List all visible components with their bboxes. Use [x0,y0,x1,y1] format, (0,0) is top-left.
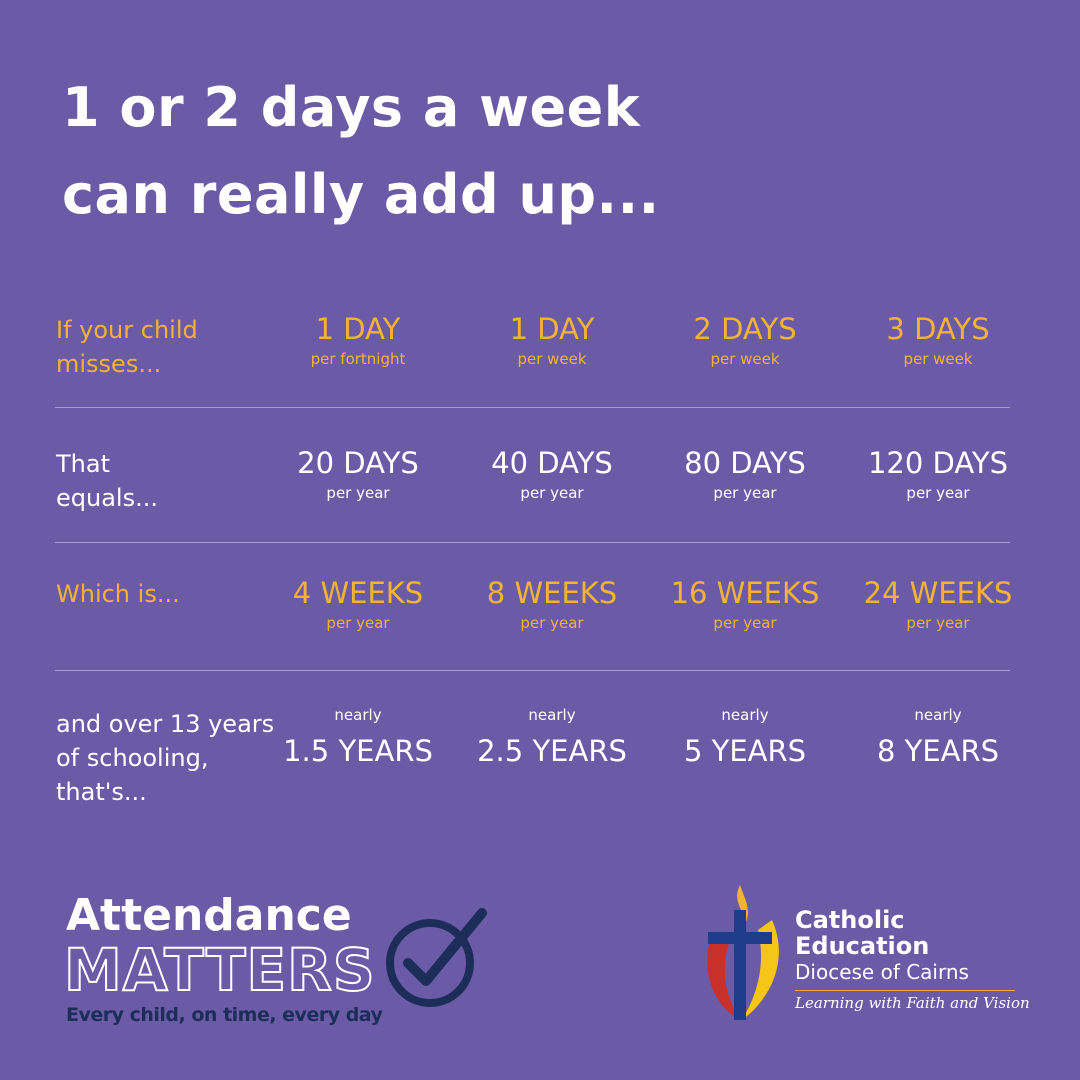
cell-unit: per year [326,484,390,502]
title-line: can really add up... [62,163,660,226]
logo-text: Catholic [795,906,905,934]
logo-text: MATTERS [63,935,376,1005]
logo-text: Diocese of Cairns [795,960,969,984]
cell-unit: per year [520,614,584,632]
cell-value: 5 YEARS [683,734,807,768]
cell-value: 1 DAY [509,312,595,346]
cell-prefix: nearly [721,706,769,724]
logo-tagline: Every child, on time, every day [66,1004,383,1026]
separator [55,670,1010,671]
cell-value: 1.5 YEARS [283,734,433,768]
cross-emblem [707,885,779,1020]
cell-value: 40 DAYS [491,446,613,480]
cell-value: 1 DAY [315,312,401,346]
logo-text: Attendance [66,890,352,941]
logo-tagline: Learning with Faith and Vision [795,994,1030,1012]
cell-unit: per year [326,614,390,632]
cell-value: 3 DAYS [886,312,990,346]
cell-unit: per year [713,614,777,632]
cell-prefix: nearly [528,706,576,724]
row-label: Which is... [56,580,180,608]
logo-text: Education [795,932,930,960]
logo-rule [795,990,1015,991]
separator [55,407,1010,408]
row-label: misses... [56,350,162,378]
title-line: 1 or 2 days a week [62,76,641,139]
cell-value: 120 DAYS [867,446,1009,480]
cell-value: 16 WEEKS [670,576,820,610]
cell-prefix: nearly [914,706,962,724]
cell-value: 8 YEARS [876,734,1000,768]
cell-unit: per week [517,350,587,368]
cell-value: 80 DAYS [684,446,806,480]
cell-unit: per year [520,484,584,502]
cell-unit: per week [903,350,973,368]
check-icon [386,908,487,1007]
cell-unit: per year [713,484,777,502]
cell-prefix: nearly [334,706,382,724]
cell-value: 20 DAYS [297,446,419,480]
row-label: and over 13 years [56,710,275,738]
row-label: equals... [56,484,158,512]
cell-unit: per fortnight [310,350,406,368]
cell-value: 2.5 YEARS [477,734,627,768]
row-label: If your child [56,316,198,344]
cell-value: 2 DAYS [693,312,797,346]
row-label: That [56,450,110,478]
separator [55,542,1010,543]
cell-unit: per year [906,484,970,502]
cell-value: 4 WEEKS [292,576,424,610]
cell-value: 24 WEEKS [863,576,1013,610]
row-label: of schooling, [56,744,209,772]
cell-value: 8 WEEKS [486,576,618,610]
cell-unit: per week [710,350,780,368]
cell-unit: per year [906,614,970,632]
row-label: that's... [56,778,147,806]
